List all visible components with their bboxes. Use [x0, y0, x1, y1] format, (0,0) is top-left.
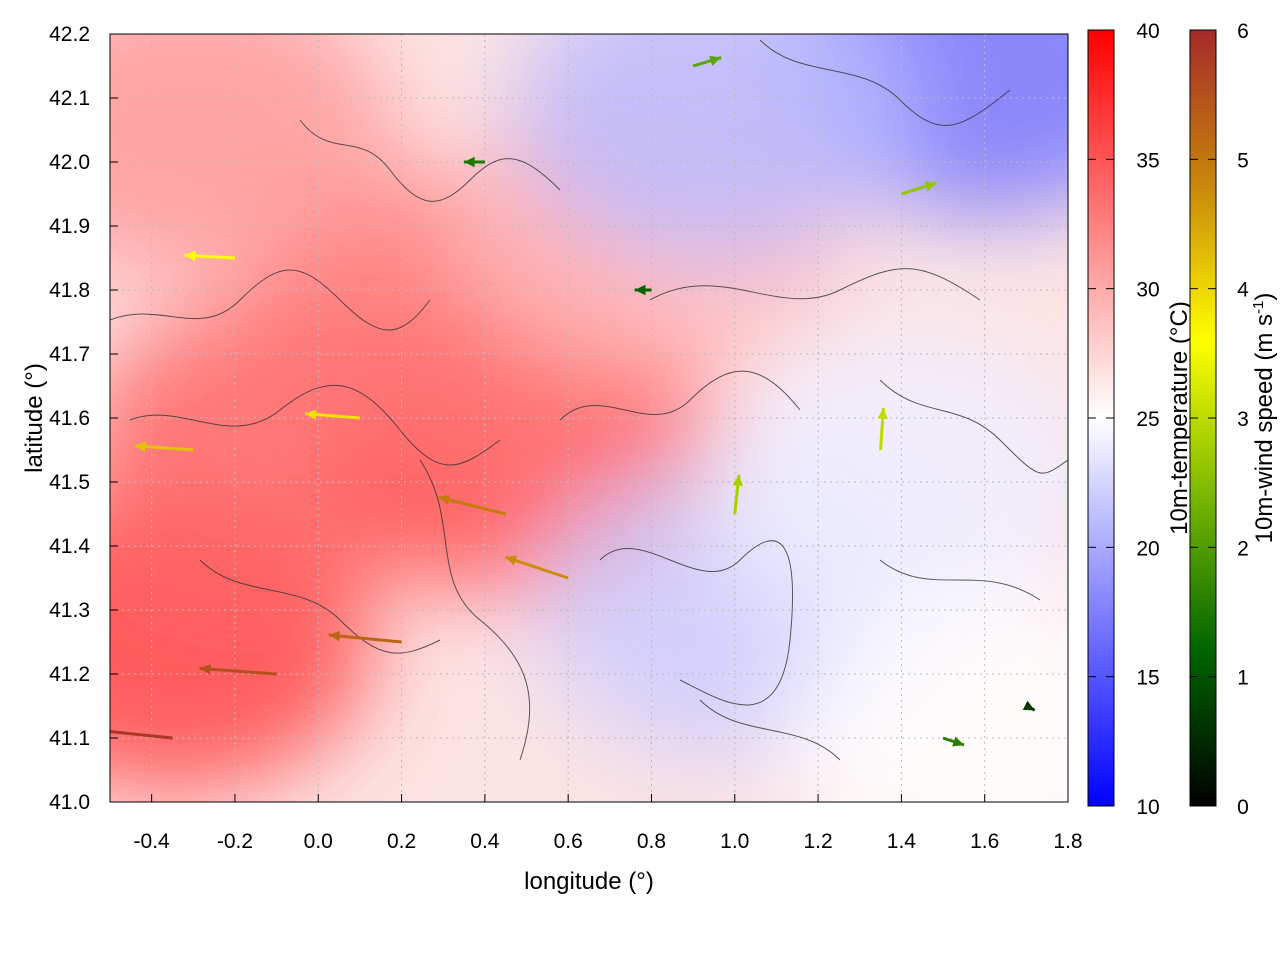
- colorbar-tick-label: 2: [1237, 537, 1249, 560]
- wind-vector: [877, 407, 888, 451]
- wind-speed-colorbar-ticks: 0 1 2 3 4 5 6: [1190, 20, 1249, 819]
- colorbar-tick-label: 25: [1136, 408, 1159, 431]
- y-tick-label: 41.2: [49, 663, 90, 686]
- wind-speed-label-superscript: -1: [1250, 301, 1267, 314]
- wind-vector: [438, 494, 507, 516]
- wind-vector-head: [634, 284, 646, 296]
- wind-vector-head: [305, 409, 317, 420]
- wind-vector-head: [732, 474, 744, 487]
- temperature-colorbar-label: 10m-temperature (°C): [1166, 301, 1193, 535]
- wind-vector-head: [134, 441, 146, 452]
- y-tick-label: 41.9: [49, 215, 90, 238]
- wind-vector-head: [463, 156, 475, 168]
- wind-vector-head: [952, 736, 965, 747]
- y-tick-label: 42.2: [49, 23, 90, 46]
- wind-vector-shaft: [110, 730, 173, 740]
- wind-vector-head: [924, 181, 937, 192]
- y-tick-label: 41.7: [49, 343, 90, 366]
- colorbar-tick-label: 6: [1237, 20, 1249, 43]
- colorbar-tick-label: 20: [1136, 537, 1159, 560]
- wind-vectors: [91, 55, 1036, 747]
- wind-vector-head: [184, 250, 196, 262]
- x-tick-label: 0.2: [387, 830, 416, 853]
- x-tick-label: 1.2: [803, 830, 832, 853]
- wind-vector-head: [91, 726, 102, 736]
- x-tick-label: 0.8: [637, 830, 666, 853]
- wind-vector: [634, 284, 652, 296]
- y-tick-label: 42.1: [49, 87, 90, 110]
- wind-vector: [134, 441, 194, 452]
- plot-area: [91, 33, 1069, 803]
- x-tick-label: 1.4: [887, 830, 917, 853]
- colorbar-tick-label: 4: [1237, 279, 1249, 302]
- temperature-region: [110, 34, 394, 280]
- wind-speed-label-end: ): [1251, 293, 1278, 301]
- colorbar-tick-label: 15: [1136, 667, 1159, 690]
- wind-vector: [732, 474, 744, 515]
- wind-vector-shaft: [504, 555, 569, 580]
- x-tick-label: 0.6: [554, 830, 583, 853]
- wind-vector-shaft: [438, 495, 507, 516]
- wind-speed-colorbar-label: 10m-wind speed (m s-1): [1250, 293, 1278, 544]
- wind-vector-head: [328, 630, 341, 642]
- temperature-region: [514, 34, 914, 261]
- wind-vector: [1022, 700, 1036, 712]
- y-axis-ticks: 41.0 41.1 41.2 41.3 41.4 41.5 41.6 41.7 41.8 41.9…: [49, 23, 118, 814]
- temperature-region: [784, 588, 1068, 802]
- wind-vector: [504, 555, 569, 580]
- wind-vector: [692, 55, 722, 68]
- wind-speed-label-text: 10m-wind speed (m s: [1251, 314, 1278, 543]
- wind-vector: [91, 726, 173, 740]
- wind-speed-colorbar: 0 1 2 3 4 5 6 10m-wind speed (m s-1): [1189, 20, 1278, 819]
- wind-vector: [184, 250, 236, 262]
- y-tick-label: 41.3: [49, 599, 90, 622]
- temperature-colorbar-ticks: 10 15 20 25 30 35 40: [1088, 20, 1160, 819]
- temperature-field: [110, 34, 1068, 802]
- temperature-blobs: [110, 34, 1068, 802]
- y-tick-label: 41.6: [49, 407, 90, 430]
- terrain-contours: [110, 39, 1068, 761]
- colorbar-tick-label: 3: [1237, 408, 1249, 431]
- colorbar-tick-label: 40: [1136, 20, 1159, 43]
- y-tick-label: 41.1: [49, 727, 90, 750]
- colorbar-tick-label: 1: [1237, 667, 1249, 690]
- y-tick-label: 41.5: [49, 471, 90, 494]
- x-tick-label: 0.0: [304, 830, 333, 853]
- x-axis-label: longitude (°): [524, 868, 654, 895]
- y-tick-label: 41.0: [49, 791, 90, 814]
- wind-vector: [942, 736, 965, 747]
- colorbar-tick-label: 0: [1237, 796, 1249, 819]
- x-tick-label: 1.8: [1053, 830, 1082, 853]
- x-axis-ticks: -0.4 -0.2 0.0 0.2 0.4 0.6 0.8 1.0 1.2 1.4 1.6 1.8: [134, 794, 1083, 853]
- wind-vector-shaft: [328, 633, 402, 644]
- x-tick-label: -0.4: [134, 830, 171, 853]
- colorbar-tick-label: 35: [1136, 149, 1159, 172]
- wind-vector-head: [505, 555, 518, 566]
- wind-vector-head: [709, 55, 722, 66]
- x-tick-label: 0.4: [470, 830, 500, 853]
- y-tick-label: 41.4: [49, 535, 90, 558]
- wind-vector-head: [877, 408, 888, 420]
- wind-vector: [199, 663, 277, 676]
- x-tick-label: 1.0: [720, 830, 749, 853]
- x-tick-label: 1.6: [970, 830, 999, 853]
- y-tick-label: 42.0: [49, 151, 90, 174]
- temperature-colorbar: 10 15 20 25 30 35 40 10m-temperature (°C): [1087, 20, 1193, 819]
- wind-vector: [900, 181, 937, 196]
- wind-vector: [328, 630, 402, 644]
- wind-vector-shaft: [199, 666, 277, 676]
- y-tick-label: 41.8: [49, 279, 90, 302]
- wind-vector: [463, 156, 485, 168]
- x-tick-label: -0.2: [217, 830, 253, 853]
- wind-vector: [305, 409, 361, 420]
- colorbar-tick-label: 10: [1136, 796, 1159, 819]
- wind-vector-head: [1022, 700, 1035, 711]
- wind-vector-head: [199, 663, 211, 675]
- y-axis-label: latitude (°): [21, 363, 48, 473]
- wind-vector-head: [438, 494, 451, 505]
- colorbar-tick-label: 30: [1136, 279, 1159, 302]
- colorbar-tick-label: 5: [1237, 149, 1249, 172]
